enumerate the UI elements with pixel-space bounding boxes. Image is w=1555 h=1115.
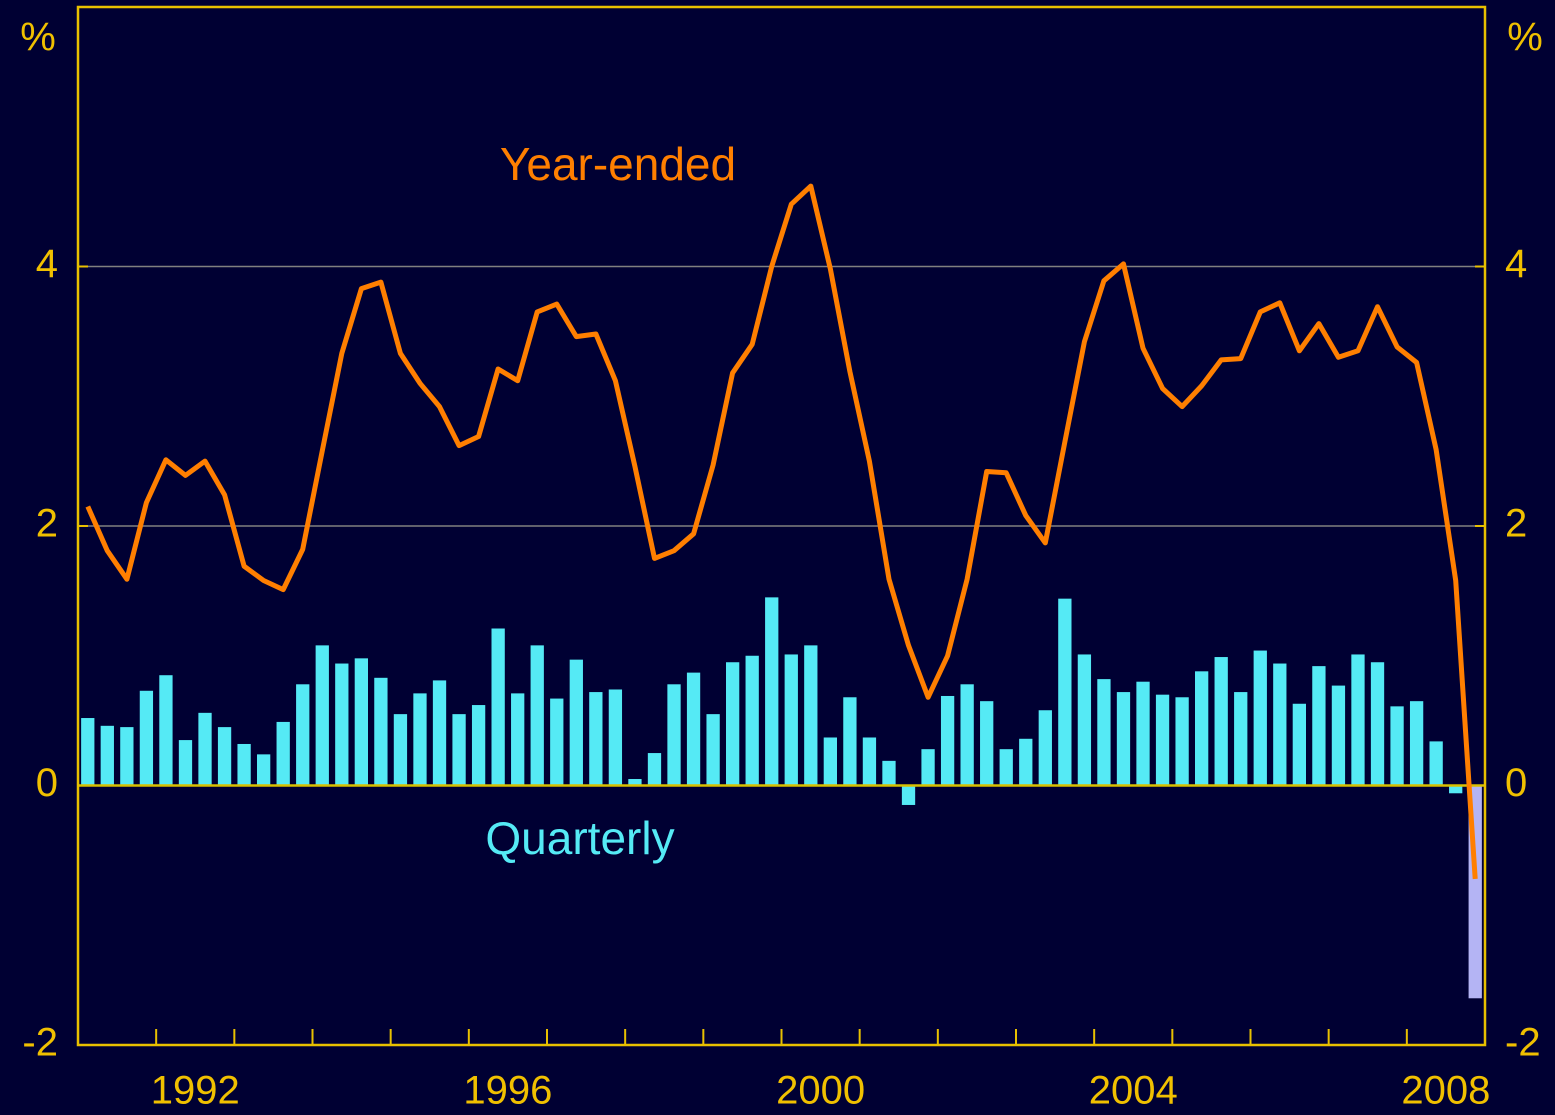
line bbox=[85, 183, 1478, 880]
bar bbox=[1449, 785, 1463, 794]
bar bbox=[608, 689, 623, 786]
bar bbox=[1195, 671, 1209, 786]
bar bbox=[1409, 701, 1424, 786]
bar bbox=[804, 645, 818, 786]
bar bbox=[1331, 685, 1346, 786]
bar bbox=[315, 645, 329, 786]
bar bbox=[882, 760, 896, 786]
bar bbox=[1019, 738, 1033, 786]
bar bbox=[198, 712, 212, 786]
y-tick-label: 4 bbox=[36, 242, 58, 286]
x-tick-label: 1992 bbox=[151, 1069, 240, 1113]
bar bbox=[1097, 679, 1111, 786]
bar bbox=[1429, 741, 1443, 786]
bar bbox=[999, 749, 1013, 786]
bar bbox=[413, 693, 427, 786]
bar bbox=[1292, 703, 1306, 786]
bar bbox=[120, 727, 134, 786]
bar bbox=[178, 740, 193, 786]
bar bbox=[276, 721, 290, 786]
y2-tick-label: 2 bbox=[1505, 502, 1527, 546]
bar bbox=[1116, 692, 1131, 786]
y-axis-label: % bbox=[20, 16, 56, 60]
bar bbox=[511, 693, 525, 786]
bar bbox=[354, 658, 368, 786]
bar bbox=[1370, 662, 1385, 786]
bar bbox=[491, 628, 505, 786]
bar bbox=[257, 754, 271, 786]
bar bbox=[960, 684, 974, 786]
bar bbox=[784, 654, 798, 786]
bar bbox=[1175, 697, 1189, 786]
bar bbox=[921, 749, 935, 786]
bar bbox=[940, 695, 955, 786]
bar bbox=[765, 597, 779, 786]
bar bbox=[862, 737, 877, 786]
bar bbox=[1351, 654, 1365, 786]
bar bbox=[530, 645, 544, 786]
y2-tick-label: 0 bbox=[1505, 761, 1527, 805]
x-tick-label: 2004 bbox=[1089, 1069, 1178, 1113]
plot-frame bbox=[76, 5, 1487, 1047]
bar bbox=[393, 714, 408, 786]
bar bbox=[1390, 706, 1404, 786]
bar bbox=[432, 680, 447, 786]
bar bbox=[217, 727, 232, 786]
bar bbox=[374, 677, 388, 786]
bar bbox=[1312, 666, 1326, 786]
x-tick-label: 2000 bbox=[776, 1069, 865, 1113]
bar bbox=[81, 718, 95, 786]
bar bbox=[1273, 663, 1287, 786]
x-tick-label: 1996 bbox=[463, 1069, 552, 1113]
bar bbox=[745, 655, 759, 786]
bar bbox=[647, 753, 662, 786]
bar bbox=[706, 714, 720, 786]
y2-tick-label: -2 bbox=[1505, 1021, 1541, 1065]
bar bbox=[139, 690, 154, 786]
bar bbox=[686, 672, 701, 786]
bar bbox=[628, 779, 642, 786]
bar bbox=[667, 684, 681, 786]
bar bbox=[550, 698, 564, 786]
bar bbox=[1253, 650, 1267, 786]
series-label: Year-ended bbox=[500, 138, 736, 190]
bar bbox=[1234, 692, 1248, 786]
bar bbox=[901, 785, 916, 805]
bar bbox=[980, 701, 994, 786]
bar bbox=[1214, 657, 1228, 786]
y-tick-label: -2 bbox=[22, 1021, 58, 1065]
bar bbox=[1077, 654, 1092, 786]
bar bbox=[237, 743, 251, 786]
bar bbox=[1155, 694, 1170, 786]
bar bbox=[1058, 598, 1072, 786]
series-label: Quarterly bbox=[485, 812, 674, 864]
bar bbox=[569, 659, 583, 786]
bar bbox=[159, 675, 173, 786]
bar bbox=[1136, 681, 1150, 786]
bar bbox=[452, 714, 466, 786]
y2-axis-label: % bbox=[1507, 16, 1543, 60]
bar bbox=[726, 662, 740, 786]
bar bbox=[471, 705, 486, 786]
bar bbox=[823, 737, 837, 786]
bar bbox=[335, 663, 349, 786]
bar bbox=[100, 725, 114, 786]
bar bbox=[589, 692, 603, 786]
y2-tick-label: 4 bbox=[1505, 242, 1527, 286]
x-tick-label: 2008 bbox=[1401, 1069, 1490, 1113]
y-tick-label: 2 bbox=[36, 502, 58, 546]
y-tick-label: 0 bbox=[36, 761, 58, 805]
bar bbox=[1038, 710, 1052, 786]
bar bbox=[296, 684, 310, 786]
bar bbox=[843, 697, 857, 786]
